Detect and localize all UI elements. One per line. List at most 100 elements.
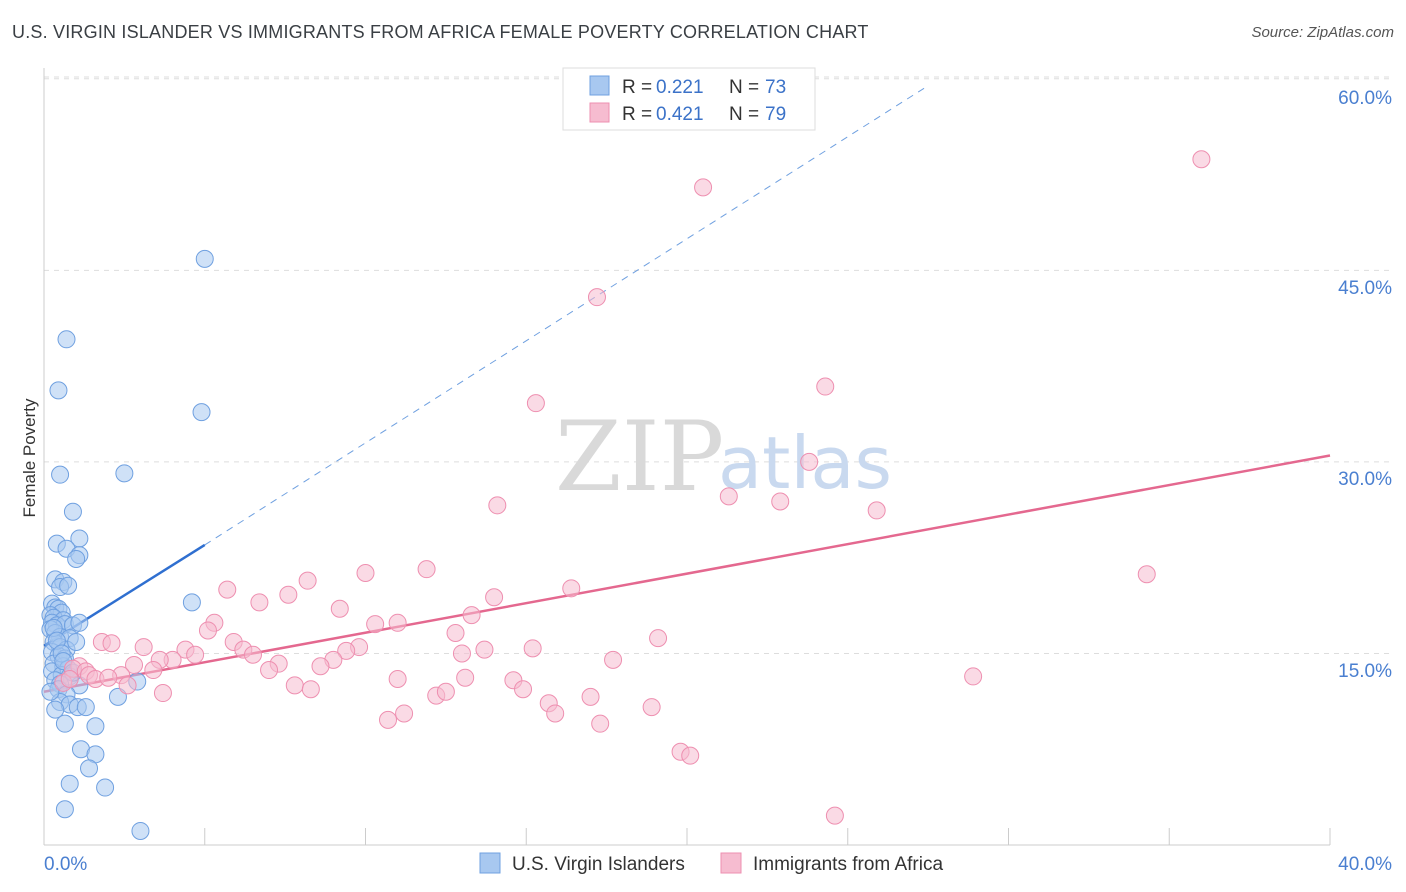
- point-pink-62: [301, 680, 320, 699]
- point-pink-1: [694, 178, 713, 197]
- correlation-legend: R = 0.221 N = 73 R = 0.421 N = 79: [562, 67, 816, 131]
- legend-r-label-blue: R =: [622, 77, 652, 98]
- point-blue-55: [46, 700, 65, 719]
- point-pink-11: [356, 563, 375, 582]
- point-pink-49: [144, 661, 163, 680]
- point-pink-30: [134, 638, 153, 657]
- point-pink-25: [446, 624, 465, 643]
- point-blue-58: [86, 717, 105, 736]
- point-blue-64: [55, 800, 74, 819]
- source-label: Source: ZipAtlas.com: [1251, 24, 1394, 41]
- point-blue-65: [131, 821, 150, 840]
- point-blue-35: [67, 632, 86, 651]
- legend-n-value-blue: 73: [765, 77, 786, 98]
- point-blue-6: [63, 502, 82, 521]
- point-blue-27: [70, 613, 89, 632]
- point-blue-1: [57, 330, 76, 349]
- point-pink-50: [260, 661, 279, 680]
- point-pink-16: [279, 585, 298, 604]
- point-pink-75: [681, 746, 700, 765]
- x-tick-label-max: 40.0%: [1338, 854, 1392, 875]
- y-tick-label-60: 60.0%: [1338, 88, 1392, 109]
- point-pink-2: [587, 288, 606, 307]
- point-pink-36: [523, 639, 542, 658]
- legend-swatch-blue: [589, 75, 610, 96]
- legend-r-value-blue: 0.221: [656, 77, 704, 98]
- point-blue-56: [76, 698, 95, 717]
- point-pink-22: [366, 615, 385, 634]
- point-pink-45: [125, 655, 144, 674]
- x-tick-marks: [204, 828, 1331, 845]
- point-pink-6: [488, 496, 507, 515]
- point-pink-70: [395, 704, 414, 723]
- watermark-zip: ZIP: [555, 401, 724, 513]
- series-legend-label-blue: U.S. Virgin Islanders: [512, 854, 685, 875]
- point-pink-19: [330, 599, 349, 618]
- point-pink-55: [388, 669, 407, 688]
- point-pink-15: [562, 579, 581, 598]
- y-axis-title: Female Poverty: [20, 398, 39, 518]
- point-blue-4: [115, 464, 134, 483]
- point-pink-39: [186, 645, 205, 664]
- point-pink-5: [800, 452, 819, 471]
- y-tick-label-30: 30.0%: [1338, 469, 1392, 490]
- series-legend-swatch-pink: [720, 852, 742, 874]
- point-pink-20: [462, 606, 481, 625]
- series-legend: U.S. Virgin Islanders Immigrants from Af…: [479, 852, 943, 875]
- point-pink-63: [514, 680, 533, 699]
- legend-n-value-pink: 79: [765, 104, 786, 125]
- legend-n-label-blue: N =: [729, 77, 759, 98]
- point-blue-57: [55, 714, 74, 733]
- data-points: [41, 150, 1211, 840]
- point-pink-77: [60, 669, 79, 688]
- legend-r-value-pink: 0.421: [656, 104, 704, 125]
- y-tick-label-15: 15.0%: [1338, 661, 1392, 682]
- point-blue-15: [59, 576, 78, 595]
- point-pink-3: [816, 377, 835, 396]
- point-pink-66: [581, 687, 600, 706]
- point-blue-63: [96, 778, 115, 797]
- point-blue-66: [182, 593, 201, 612]
- legend-swatch-pink: [589, 102, 610, 123]
- point-pink-0: [1192, 150, 1211, 169]
- point-blue-2: [49, 381, 68, 400]
- chart-title: U.S. VIRGIN ISLANDER VS IMMIGRANTS FROM …: [12, 22, 869, 42]
- point-blue-0: [195, 249, 214, 268]
- y-tick-label-45: 45.0%: [1338, 278, 1392, 299]
- point-pink-72: [546, 704, 565, 723]
- point-pink-56: [456, 668, 475, 687]
- point-pink-78: [99, 668, 118, 687]
- point-blue-5: [51, 465, 70, 484]
- point-pink-38: [243, 645, 262, 664]
- point-pink-35: [475, 640, 494, 659]
- point-pink-26: [649, 629, 668, 648]
- point-pink-12: [1137, 565, 1156, 584]
- point-pink-14: [218, 580, 237, 599]
- point-pink-9: [867, 501, 886, 520]
- point-pink-76: [825, 806, 844, 825]
- point-pink-34: [337, 641, 356, 660]
- point-pink-17: [250, 593, 269, 612]
- point-pink-69: [642, 698, 661, 717]
- point-pink-23: [388, 613, 407, 632]
- point-pink-51: [604, 650, 623, 669]
- point-blue-62: [60, 774, 79, 793]
- point-blue-61: [80, 759, 99, 778]
- x-tick-label-min: 0.0%: [44, 854, 87, 875]
- point-pink-29: [102, 634, 121, 653]
- point-pink-18: [485, 588, 504, 607]
- point-pink-24: [198, 621, 217, 640]
- point-blue-3: [192, 403, 211, 422]
- point-pink-58: [964, 667, 983, 686]
- point-pink-71: [379, 710, 398, 729]
- point-blue-72: [41, 682, 60, 701]
- point-pink-73: [591, 714, 610, 733]
- point-pink-37: [452, 644, 471, 663]
- point-pink-7: [719, 487, 738, 506]
- trend-lines: [43, 87, 1331, 693]
- series-legend-swatch-blue: [479, 852, 501, 874]
- series-legend-label-pink: Immigrants from Africa: [753, 854, 943, 875]
- point-pink-44: [311, 657, 330, 676]
- legend-r-label-pink: R =: [622, 104, 652, 125]
